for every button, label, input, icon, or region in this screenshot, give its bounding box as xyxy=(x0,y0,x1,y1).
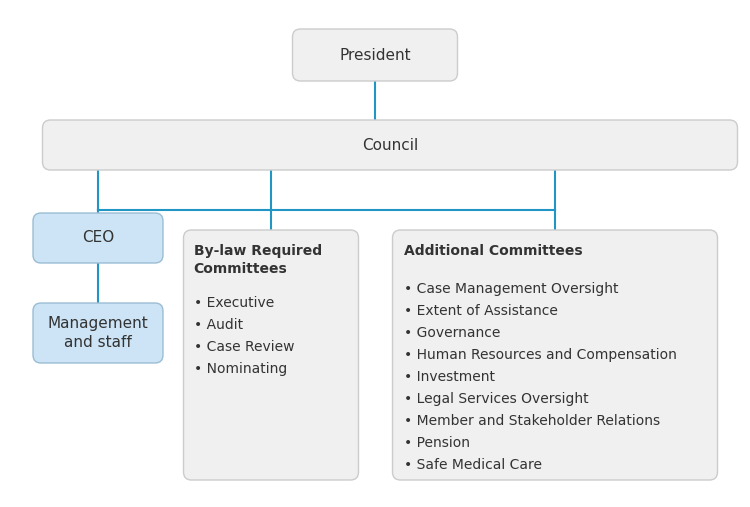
Text: • Case Management Oversight: • Case Management Oversight xyxy=(404,282,619,296)
Text: • Legal Services Oversight: • Legal Services Oversight xyxy=(404,392,590,406)
FancyBboxPatch shape xyxy=(292,29,458,81)
FancyBboxPatch shape xyxy=(184,230,358,480)
Text: • Case Review: • Case Review xyxy=(194,340,294,354)
Text: CEO: CEO xyxy=(82,231,114,245)
Text: Additional Committees: Additional Committees xyxy=(404,244,584,258)
FancyBboxPatch shape xyxy=(33,303,163,363)
Text: • Investment: • Investment xyxy=(404,370,496,384)
Text: Council: Council xyxy=(362,137,419,153)
Text: • Safe Medical Care: • Safe Medical Care xyxy=(404,458,542,472)
Text: • Audit: • Audit xyxy=(194,318,243,332)
FancyBboxPatch shape xyxy=(43,120,737,170)
Text: • Human Resources and Compensation: • Human Resources and Compensation xyxy=(404,348,677,362)
Text: By-law Required
Committees: By-law Required Committees xyxy=(194,244,322,276)
Text: President: President xyxy=(339,48,411,62)
FancyBboxPatch shape xyxy=(392,230,718,480)
Text: • Member and Stakeholder Relations: • Member and Stakeholder Relations xyxy=(404,414,661,428)
Text: • Extent of Assistance: • Extent of Assistance xyxy=(404,304,558,318)
Text: • Governance: • Governance xyxy=(404,326,501,340)
Text: • Pension: • Pension xyxy=(404,436,470,450)
Text: • Executive: • Executive xyxy=(194,296,274,310)
Text: Management
and staff: Management and staff xyxy=(48,315,148,350)
Text: • Nominating: • Nominating xyxy=(194,362,286,376)
FancyBboxPatch shape xyxy=(33,213,163,263)
